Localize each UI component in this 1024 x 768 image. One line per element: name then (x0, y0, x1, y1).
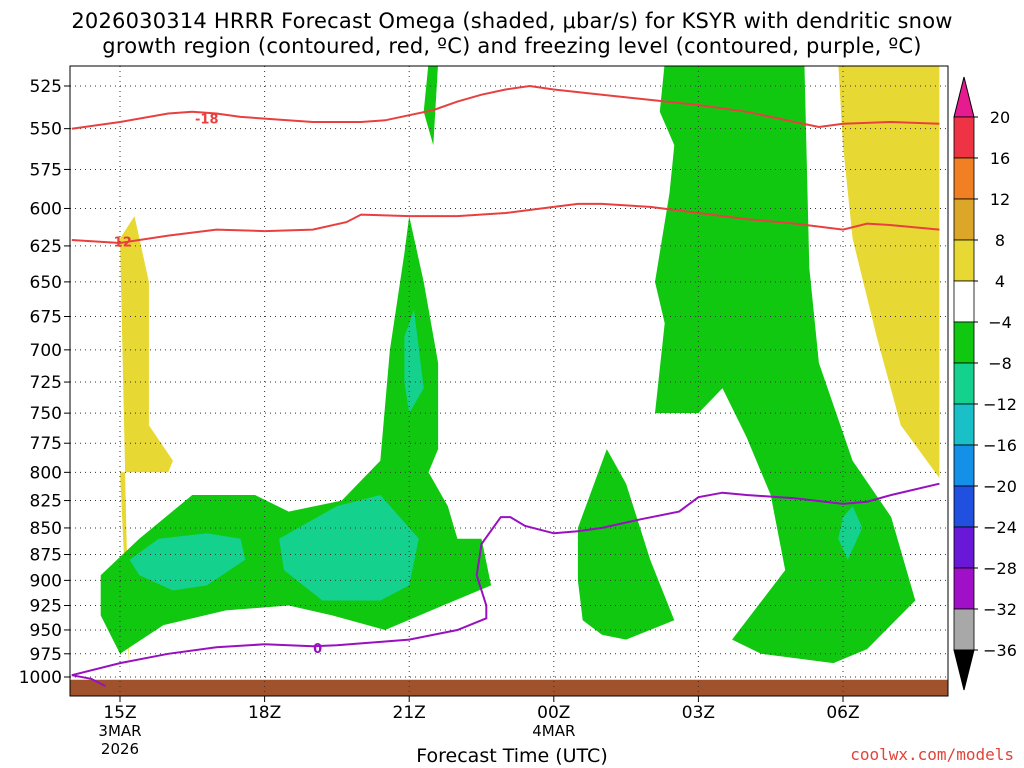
colorbar-label: −32 (983, 600, 1017, 619)
colorbar-band (953, 403, 975, 446)
colorbar-band (953, 526, 975, 569)
y-tick-label: 850 (30, 519, 62, 539)
grid-layer (70, 66, 948, 696)
dendritic-top-18C-line (71, 84, 940, 130)
y-tick-label: 700 (30, 341, 62, 361)
omega-negative-8-12 (404, 309, 424, 414)
x-tick-label: 15Z (103, 703, 136, 723)
omega-negative-8-12 (279, 495, 419, 601)
x-tick-date: 4MAR (532, 722, 575, 740)
contour-lines-layer: -18 -12 0 (71, 84, 940, 687)
colorbar: 20 16 12 8 4 −4 −8 −12 −16 −20 −24 −28 −32 −36 (953, 76, 1017, 691)
terrain-fill (70, 679, 948, 696)
dendritic-bottom-12C-label: -12 (108, 236, 132, 251)
y-tick-label: 1000 (19, 668, 62, 688)
y-tick-label: 775 (30, 434, 62, 454)
y-tick-label: 550 (30, 120, 62, 140)
y-tick-label: 625 (30, 237, 62, 257)
y-tick-label: 900 (30, 571, 62, 591)
dendritic-bottom-12C-line (71, 202, 940, 245)
omega-negative-4-8 (423, 66, 438, 146)
colorbar-band (953, 280, 975, 323)
colorbar-label: 20 (990, 108, 1010, 127)
y-tick-label: 575 (30, 160, 62, 180)
y-tick-label: 975 (30, 645, 62, 665)
y-tick-label: 825 (30, 492, 62, 512)
y-tick-label: 600 (30, 199, 62, 219)
x-axis-title: Forecast Time (UTC) (416, 745, 608, 767)
y-axis: 525 550 575 600 625 650 675 700 725 750 775 800 825 8… (19, 77, 70, 688)
freezing-level-0C-tail-line (71, 674, 106, 687)
omega-negative-4-8 (577, 449, 675, 640)
omega-positive-4-8 (120, 216, 173, 677)
colorbar-label: −24 (983, 518, 1017, 537)
colorbar-label: 4 (995, 272, 1005, 291)
colorbar-band (953, 321, 975, 364)
colorbar-label: −16 (983, 436, 1017, 455)
y-tick-label: 675 (30, 308, 62, 328)
colorbar-label: −8 (988, 354, 1012, 373)
colorbar-under-triangle (953, 649, 975, 691)
freezing-level-0C-label: 0 (313, 642, 322, 657)
y-tick-label: 725 (30, 373, 62, 393)
colorbar-band (953, 485, 975, 528)
x-tick-label: 03Z (682, 703, 715, 723)
x-tick-label: 21Z (393, 703, 426, 723)
plot-frame (69, 65, 949, 697)
credit-link[interactable]: coolwx.com/models (850, 745, 1014, 764)
colorbar-label: −28 (983, 559, 1017, 578)
x-tick-year: 2026 (101, 740, 139, 758)
x-tick-label: 18Z (248, 703, 281, 723)
colorbar-band (953, 116, 975, 159)
colorbar-band (953, 567, 975, 610)
colorbar-label: 12 (990, 190, 1010, 209)
colorbar-label: −20 (983, 477, 1017, 496)
colorbar-band (953, 444, 975, 487)
colorbar-label: −36 (983, 641, 1017, 660)
colorbar-label: 8 (995, 231, 1005, 250)
y-tick-label: 525 (30, 77, 62, 97)
colorbar-over-triangle (953, 76, 975, 118)
x-tick-label: 06Z (826, 703, 859, 723)
x-tick-label: 00Z (537, 703, 570, 723)
x-tick-date: 3MAR (98, 722, 141, 740)
omega-negative-8-12 (129, 533, 246, 591)
terrain-layer (70, 679, 948, 696)
y-tick-label: 950 (30, 621, 62, 641)
colorbar-band (953, 157, 975, 200)
y-tick-label: 875 (30, 546, 62, 566)
chart-title-line2: growth region (contoured, red, ºC) and f… (102, 34, 922, 58)
dendritic-top-18C-label: -18 (195, 113, 219, 128)
colorbar-band (953, 198, 975, 241)
omega-shading-layer (100, 66, 940, 677)
y-tick-label: 650 (30, 273, 62, 293)
y-tick-label: 800 (30, 463, 62, 483)
omega-positive-4-8 (838, 66, 940, 478)
colorbar-label: 16 (990, 149, 1010, 168)
y-tick-label: 925 (30, 596, 62, 616)
colorbar-label: −12 (983, 395, 1017, 414)
chart-title-line1: 2026030314 HRRR Forecast Omega (shaded, … (71, 9, 953, 33)
omega-negative-8-12 (838, 506, 863, 560)
y-tick-label: 750 (30, 404, 62, 424)
freezing-level-0C-line (71, 482, 940, 677)
colorbar-band (953, 239, 975, 282)
colorbar-band (953, 608, 975, 651)
colorbar-label: −4 (988, 313, 1012, 332)
colorbar-band (953, 362, 975, 405)
